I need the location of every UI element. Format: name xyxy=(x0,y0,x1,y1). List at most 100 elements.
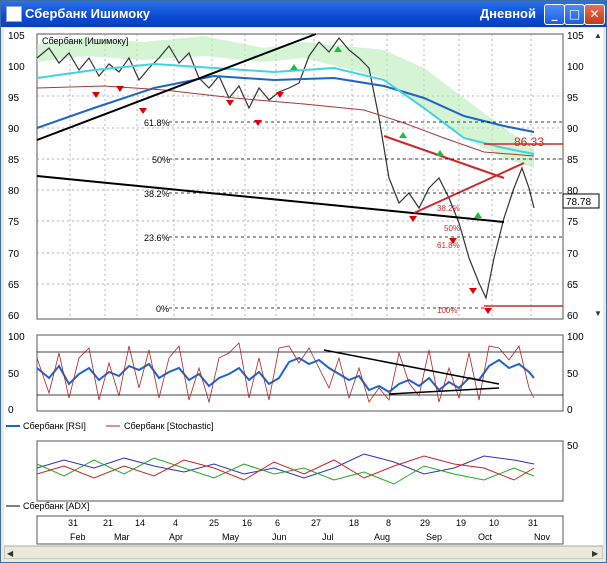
price-tick: 65 xyxy=(567,280,579,291)
fib-lines xyxy=(169,121,563,309)
day-label: 19 xyxy=(456,518,466,528)
minus-di-line xyxy=(36,455,535,481)
fib-right-618: 61.8% xyxy=(437,241,460,250)
minimize-button[interactable]: _ xyxy=(544,4,565,25)
plus-di-line xyxy=(36,457,535,485)
title-bar[interactable]: Сбербанк Ишимоку Дневной _ □ ✕ xyxy=(1,1,606,27)
month-labels: Feb Mar Apr May Jun Jul Aug Sep Oct Nov xyxy=(70,532,551,542)
support-trendline xyxy=(36,33,317,141)
rsi-line xyxy=(36,356,535,394)
day-label: 8 xyxy=(386,518,391,528)
stochastic-legend-label: Сбербанк [Stochastic] xyxy=(124,421,213,431)
last-price-label: 78.78 xyxy=(566,197,591,208)
window-title: Сбербанк Ишимоку xyxy=(25,6,150,21)
price-tick: 105 xyxy=(8,31,25,42)
scroll-up-arrow-icon[interactable]: ▲ xyxy=(594,31,602,40)
price-symbol-label: Сбербанк [Ишимоку] xyxy=(42,36,128,46)
time-axis xyxy=(36,515,564,545)
month-label: Nov xyxy=(534,532,551,542)
adx-panel xyxy=(36,440,564,502)
rsi-tick: 50 xyxy=(567,369,579,380)
price-tick: 90 xyxy=(567,124,579,135)
ma-long xyxy=(36,74,535,133)
price-tick: 90 xyxy=(8,124,20,135)
day-label: 31 xyxy=(528,518,538,528)
rsi-tick: 0 xyxy=(8,405,14,416)
day-label: 4 xyxy=(173,518,178,528)
fib-right-382: 38.2% xyxy=(437,204,460,213)
price-tick: 85 xyxy=(567,155,579,166)
month-label: Aug xyxy=(374,532,390,542)
rsi-legend-label: Сбербанк [RSI] xyxy=(23,421,86,431)
price-tick: 60 xyxy=(8,311,20,322)
day-label: 25 xyxy=(209,518,219,528)
day-label: 6 xyxy=(275,518,280,528)
price-tick: 100 xyxy=(8,62,25,73)
price-tick: 85 xyxy=(8,155,20,166)
ichimoku-cloud xyxy=(37,36,534,168)
horizontal-scrollbar[interactable] xyxy=(3,545,604,560)
adx-legend-label: Сбербанк [ADX] xyxy=(23,501,89,511)
price-tick: 100 xyxy=(567,62,584,73)
rsi-tick: 0 xyxy=(567,405,573,416)
fib-label-0: 0% xyxy=(156,304,169,314)
price-tick: 70 xyxy=(8,249,20,260)
price-tick: 105 xyxy=(567,31,584,42)
chart-area: 61.8% 50% 38.2% 23.6% 0% 38.2% 50% 61.8%… xyxy=(3,28,604,560)
timeframe-label: Дневной xyxy=(479,6,536,21)
scroll-left-arrow-icon[interactable]: ◀ xyxy=(7,549,14,558)
price-tick: 75 xyxy=(8,217,20,228)
fib-label-618: 61.8% xyxy=(144,118,170,128)
price-tick: 95 xyxy=(8,93,20,104)
day-label: 31 xyxy=(68,518,78,528)
day-label: 16 xyxy=(242,518,252,528)
rsi-tick: 100 xyxy=(8,332,25,343)
resistance-trendline xyxy=(36,175,505,223)
month-label: Oct xyxy=(478,532,493,542)
buy-signals xyxy=(290,46,482,218)
fib-label-236: 23.6% xyxy=(144,233,170,243)
price-tick: 75 xyxy=(567,217,579,228)
month-label: Sep xyxy=(426,532,442,542)
ma-short xyxy=(36,62,535,155)
fib-label-382: 38.2% xyxy=(144,189,170,199)
day-label: 21 xyxy=(103,518,113,528)
price-tick: 60 xyxy=(567,311,579,322)
rsi-trendline-upper xyxy=(323,349,500,385)
day-label: 10 xyxy=(489,518,499,528)
fib-right-100: 100% xyxy=(437,306,457,315)
price-tick: 65 xyxy=(8,280,20,291)
kijun-line xyxy=(36,85,535,157)
adx-tick: 50 xyxy=(567,441,579,452)
fib-right-50: 50% xyxy=(444,224,460,233)
scroll-right-arrow-icon[interactable]: ▶ xyxy=(592,549,599,558)
rsi-tick: 100 xyxy=(567,332,584,343)
price-tick: 95 xyxy=(567,93,579,104)
red-trendline-down xyxy=(383,135,505,179)
rsi-panel xyxy=(36,334,564,412)
last-price-box xyxy=(562,193,600,209)
rsi-axis: 100 50 0 100 50 0 xyxy=(8,332,584,416)
day-labels: 31 21 14 4 25 16 6 27 18 8 29 19 10 31 xyxy=(68,518,538,528)
fib-label-50: 50% xyxy=(152,155,170,165)
day-label: 14 xyxy=(135,518,145,528)
price-panel xyxy=(36,33,564,320)
chart-svg: 61.8% 50% 38.2% 23.6% 0% 38.2% 50% 61.8%… xyxy=(3,31,604,560)
price-tick: 70 xyxy=(567,249,579,260)
rsi-tick: 50 xyxy=(8,369,20,380)
close-button[interactable]: ✕ xyxy=(584,4,605,25)
rsi-trendline-lower xyxy=(388,387,500,395)
price-tick: 80 xyxy=(8,186,20,197)
month-label: Feb xyxy=(70,532,86,542)
price-tick: 80 xyxy=(567,186,579,197)
day-label: 27 xyxy=(311,518,321,528)
maximize-button[interactable]: □ xyxy=(564,4,585,25)
red-trendline-up xyxy=(413,162,525,214)
month-label: Apr xyxy=(169,532,183,542)
day-label: 18 xyxy=(349,518,359,528)
app-icon xyxy=(6,6,22,22)
price-line xyxy=(36,37,535,300)
scroll-down-arrow-icon[interactable]: ▼ xyxy=(594,309,602,318)
month-label: May xyxy=(222,532,240,542)
